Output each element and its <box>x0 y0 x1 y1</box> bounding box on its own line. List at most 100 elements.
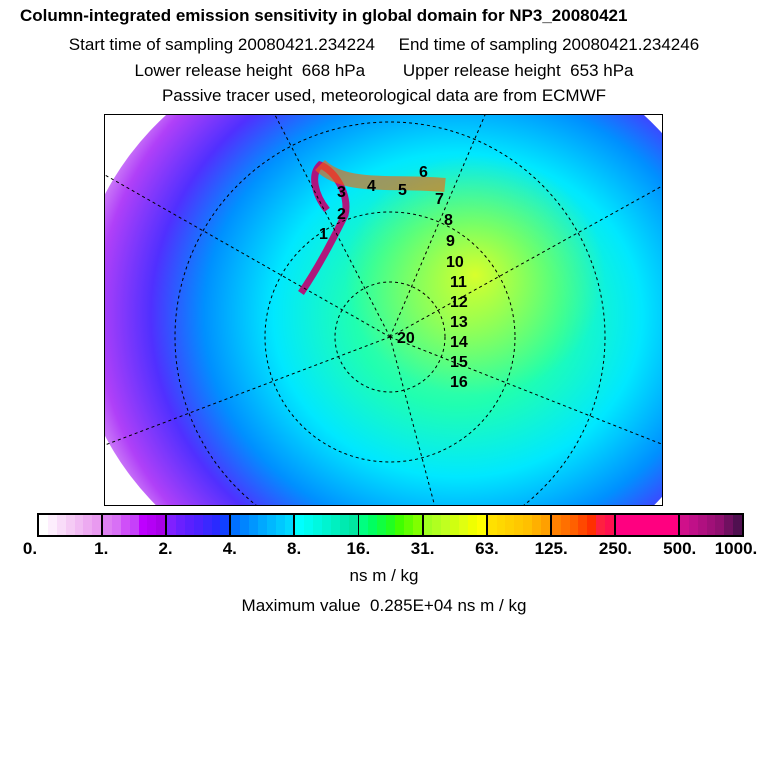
colorbar-swatch <box>330 515 340 535</box>
colorbar-swatch <box>423 515 433 535</box>
colorbar-tick-label: 500. <box>663 539 697 558</box>
emission-sensitivity-map: 1 2 3 4 5 6 7 8 9 10 11 12 13 14 15 16 20 <box>104 114 663 506</box>
colorbar-tick-label: 1000. <box>714 539 758 558</box>
colorbar-swatch <box>83 515 93 535</box>
tracer-info: Passive tracer used, meteorological data… <box>161 86 607 105</box>
colorbar-swatch <box>551 515 561 535</box>
colorbar-segment <box>295 515 360 535</box>
colorbar-swatch <box>467 515 477 535</box>
colorbar-swatch <box>368 515 378 535</box>
colorbar-swatch <box>92 515 102 535</box>
release-height-info: Lower release height 668 hPa Upper relea… <box>134 61 634 80</box>
trajectory-label: 5 <box>398 182 407 199</box>
colorbar-swatch <box>257 515 267 535</box>
trajectory-label: 15 <box>450 354 468 371</box>
colorbar-swatch <box>412 515 422 535</box>
colorbar-swatch <box>450 515 460 535</box>
colorbar-swatch <box>120 515 130 535</box>
colorbar-tick-label: 31. <box>410 539 435 558</box>
colorbar-swatch <box>176 515 185 535</box>
colorbar-swatch <box>184 515 194 535</box>
colorbar-swatch <box>56 515 66 535</box>
colorbar-segment <box>487 515 552 535</box>
colorbar-segment <box>103 515 168 535</box>
colorbar-swatch <box>459 515 468 535</box>
colorbar-segment <box>551 515 616 535</box>
colorbar-unit: ns m / kg <box>349 566 419 585</box>
colorbar-tick-label: 1. <box>94 539 109 558</box>
colorbar-swatch <box>339 515 349 535</box>
colorbar-swatch <box>47 515 57 535</box>
colorbar-tick-label: 2. <box>158 539 173 558</box>
colorbar-swatch <box>540 515 550 535</box>
colorbar-swatch <box>605 515 614 535</box>
trajectory-label: 12 <box>450 294 468 311</box>
trajectory-label: 1 <box>319 226 328 243</box>
colorbar-swatch <box>441 515 451 535</box>
colorbar-swatch <box>295 515 305 535</box>
colorbar-swatch <box>284 515 294 535</box>
colorbar-swatch <box>679 515 689 535</box>
colorbar-swatch <box>688 515 698 535</box>
colorbar-swatch <box>313 515 322 535</box>
colorbar-tick-label: 16. <box>346 539 371 558</box>
colorbar-swatch <box>669 515 678 535</box>
colorbar-swatch <box>532 515 541 535</box>
maximum-value: Maximum value 0.285E+04 ns m / kg <box>241 596 527 615</box>
colorbar-swatch <box>660 515 670 535</box>
trajectory-label: 11 <box>450 274 467 291</box>
colorbar-swatch <box>220 515 230 535</box>
trajectory-label: 9 <box>446 233 455 250</box>
colorbar-swatch <box>487 515 497 535</box>
colorbar-swatch <box>394 515 404 535</box>
trajectory-label: 13 <box>450 314 468 331</box>
high-sensitivity-band <box>345 155 605 395</box>
colorbar-swatch <box>733 515 743 535</box>
colorbar-segment <box>423 515 488 535</box>
colorbar-swatch <box>231 515 241 535</box>
trajectory-label: 16 <box>450 374 468 391</box>
colorbar-segment <box>231 515 296 535</box>
colorbar-tick-label: 4. <box>222 539 237 558</box>
colorbar-swatch <box>202 515 212 535</box>
colorbar-swatch <box>403 515 413 535</box>
colorbar-swatch <box>240 515 250 535</box>
colorbar-swatch <box>249 515 258 535</box>
colorbar-swatch <box>266 515 276 535</box>
colorbar-swatch <box>560 515 570 535</box>
colorbar-swatch <box>615 515 625 535</box>
colorbar-swatch <box>322 515 331 535</box>
colorbar-tick-label: 125. <box>534 539 568 558</box>
colorbar-swatch <box>275 515 285 535</box>
colorbar <box>37 513 744 537</box>
colorbar-swatch <box>587 515 597 535</box>
colorbar-swatch <box>505 515 515 535</box>
trajectory-label: 7 <box>435 191 444 208</box>
colorbar-swatch <box>138 515 148 535</box>
colorbar-swatch <box>496 515 506 535</box>
colorbar-swatch <box>167 515 177 535</box>
graticule <box>105 115 662 505</box>
colorbar-swatch <box>156 515 166 535</box>
colorbar-swatch <box>578 515 588 535</box>
colorbar-segment <box>359 515 424 535</box>
plume-spread <box>315 159 446 192</box>
colorbar-swatch <box>111 515 121 535</box>
colorbar-swatch <box>514 515 524 535</box>
trajectory-label: 4 <box>367 178 376 195</box>
trajectory-label: 3 <box>337 184 346 201</box>
colorbar-swatch <box>569 515 579 535</box>
sampling-time-info: Start time of sampling 20080421.234224 E… <box>68 35 700 54</box>
plume-trajectory <box>298 160 350 295</box>
colorbar-swatch <box>129 515 139 535</box>
colorbar-segment <box>679 515 743 535</box>
colorbar-swatch <box>103 515 112 535</box>
colorbar-swatch <box>386 515 395 535</box>
colorbar-swatch <box>65 515 75 535</box>
colorbar-swatch <box>304 515 314 535</box>
colorbar-tick-label: 0. <box>22 539 38 558</box>
trajectory-label: 14 <box>450 334 468 351</box>
colorbar-swatch <box>523 515 533 535</box>
colorbar-swatch <box>715 515 725 535</box>
